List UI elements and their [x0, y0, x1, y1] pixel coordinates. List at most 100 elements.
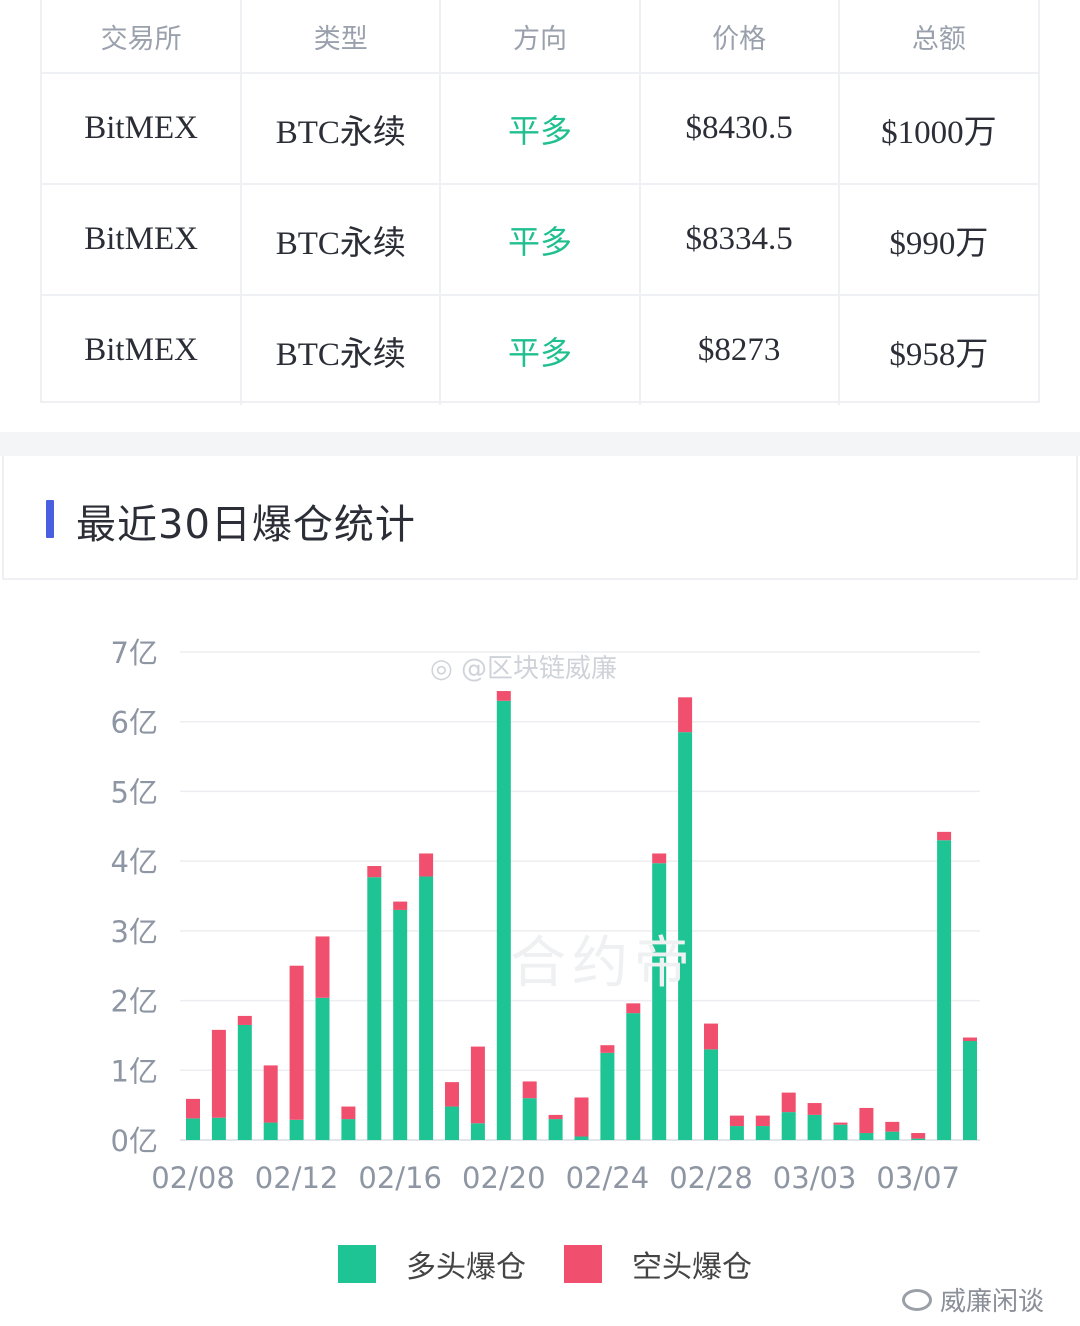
- x-tick-label: 02/16: [358, 1161, 442, 1195]
- stacked-bar-chart: 0亿 1亿 2亿 3亿 4亿 5亿 6亿 7亿 02/08 02/12 02/16 02/20 02/2…: [111, 636, 980, 1195]
- liquidation-chart: 0亿 1亿 2亿 3亿 4亿 5亿 6亿 7亿 02/08 02/12 02/16 02/20 02/2…: [0, 600, 1080, 1326]
- bar-long: [626, 1013, 641, 1140]
- cell-direction: 平多: [440, 73, 641, 185]
- bar-long: [963, 1041, 977, 1140]
- section-title: 最近30日爆仓统计: [76, 502, 416, 548]
- cell-exchange: BitMEX: [42, 184, 243, 296]
- x-tick-label: 03/03: [773, 1161, 857, 1195]
- column-header-type: 类型: [241, 0, 442, 74]
- bar-long: [186, 1118, 200, 1140]
- weibo-icon: ◎: [430, 654, 461, 684]
- bar-long: [781, 1112, 796, 1140]
- cell-price: $8334.5: [639, 184, 840, 296]
- section-header: 最近30日爆仓统计: [2, 456, 1078, 580]
- bar-long: [548, 1119, 563, 1140]
- bar-long: [496, 700, 511, 1140]
- bar-long: [237, 1024, 252, 1140]
- bar-short: [341, 1106, 356, 1120]
- cell-direction: 平多: [440, 184, 641, 296]
- x-tick-label: 02/08: [151, 1161, 235, 1195]
- footer-brand-text: 威廉闲谈: [939, 1287, 1044, 1317]
- bar-long: [445, 1106, 459, 1140]
- bar-long: [211, 1117, 226, 1140]
- legend-swatch-short: [564, 1245, 602, 1283]
- cell-price: $8273: [639, 295, 840, 405]
- x-tick-label: 02/28: [669, 1161, 753, 1195]
- liquidation-table-grid: 交易所 类型 方向 价格 总额 BitMEX BTC永续 平多 $8430.5 …: [42, 0, 1038, 405]
- bar-short: [186, 1098, 200, 1119]
- bar-short: [289, 965, 304, 1120]
- bar-short: [704, 1023, 718, 1050]
- bar-short: [755, 1115, 770, 1127]
- bar-long: [367, 877, 382, 1140]
- y-tick-label: 4亿: [111, 845, 158, 879]
- bar-short: [393, 901, 408, 910]
- bar-long: [652, 863, 667, 1140]
- bar-long: [807, 1114, 822, 1140]
- bar-long: [419, 876, 434, 1140]
- footer-brand: 威廉闲谈: [901, 1281, 1044, 1318]
- weibo-watermark-text: @区块链威廉: [460, 654, 617, 684]
- bar-short: [574, 1097, 589, 1137]
- bar-short: [548, 1114, 563, 1120]
- bar-long: [859, 1133, 874, 1140]
- bar-long: [937, 840, 952, 1140]
- x-tick-label: 02/24: [566, 1161, 650, 1195]
- bar-long: [315, 997, 330, 1140]
- table-row: BitMEX BTC永续 平多 $8430.5 $1000万: [42, 73, 1038, 185]
- bar-long: [393, 909, 408, 1140]
- bar-short: [652, 853, 667, 864]
- legend-item-long[interactable]: 多头爆仓: [338, 1242, 526, 1286]
- bar-short: [885, 1121, 900, 1132]
- bar-short: [445, 1082, 459, 1107]
- column-header-total: 总额: [838, 0, 1038, 74]
- cell-type: BTC永续: [241, 184, 442, 296]
- bar-long: [522, 1098, 537, 1140]
- bar-short: [859, 1107, 874, 1134]
- bar-long: [885, 1131, 900, 1140]
- x-tick-label: 02/12: [255, 1161, 339, 1195]
- table-row: BitMEX BTC永续 平多 $8273 $958万: [42, 295, 1038, 405]
- bar-short: [315, 936, 330, 998]
- bar-long: [263, 1122, 278, 1140]
- legend-item-short[interactable]: 空头爆仓: [564, 1242, 752, 1286]
- bar-long: [678, 732, 693, 1140]
- bar-long: [833, 1124, 848, 1140]
- bar-short: [211, 1029, 226, 1118]
- bar-short: [729, 1115, 744, 1127]
- cell-price: $8430.5: [639, 73, 840, 185]
- bar-long: [289, 1119, 304, 1140]
- cell-exchange: BitMEX: [42, 73, 243, 185]
- bar-long: [600, 1052, 615, 1140]
- wechat-icon: [901, 1288, 932, 1311]
- cell-exchange: BitMEX: [42, 295, 243, 405]
- x-tick-label: 03/07: [876, 1161, 960, 1195]
- bar-short: [237, 1015, 252, 1025]
- bar-short: [781, 1092, 796, 1113]
- bar-short: [937, 831, 952, 841]
- legend-label-long: 多头爆仓: [406, 1250, 526, 1285]
- y-tick-label: 7亿: [111, 636, 158, 670]
- y-tick-label: 2亿: [111, 985, 158, 1019]
- cell-total: $1000万: [838, 73, 1038, 185]
- bar-short: [963, 1037, 977, 1042]
- section-divider: [0, 432, 1080, 456]
- chart-legend: 多头爆仓 空头爆仓: [338, 1242, 790, 1286]
- legend-label-short: 空头爆仓: [632, 1250, 752, 1285]
- bar-short: [626, 1003, 641, 1014]
- legend-swatch-long: [338, 1245, 376, 1283]
- y-tick-label: 6亿: [111, 706, 158, 740]
- cell-type: BTC永续: [241, 295, 442, 405]
- bar-short: [419, 853, 434, 877]
- y-tick-label: 3亿: [111, 915, 158, 949]
- y-tick-label: 1亿: [111, 1054, 158, 1088]
- bar-long: [574, 1136, 589, 1140]
- column-header-exchange: 交易所: [42, 0, 243, 74]
- bar-short: [367, 866, 382, 878]
- bar-short: [600, 1045, 615, 1053]
- bar-short: [470, 1046, 485, 1124]
- bar-long: [341, 1119, 356, 1140]
- table-header-row: 交易所 类型 方向 价格 总额: [42, 0, 1038, 74]
- column-header-direction: 方向: [440, 0, 641, 74]
- bar-long: [755, 1126, 770, 1140]
